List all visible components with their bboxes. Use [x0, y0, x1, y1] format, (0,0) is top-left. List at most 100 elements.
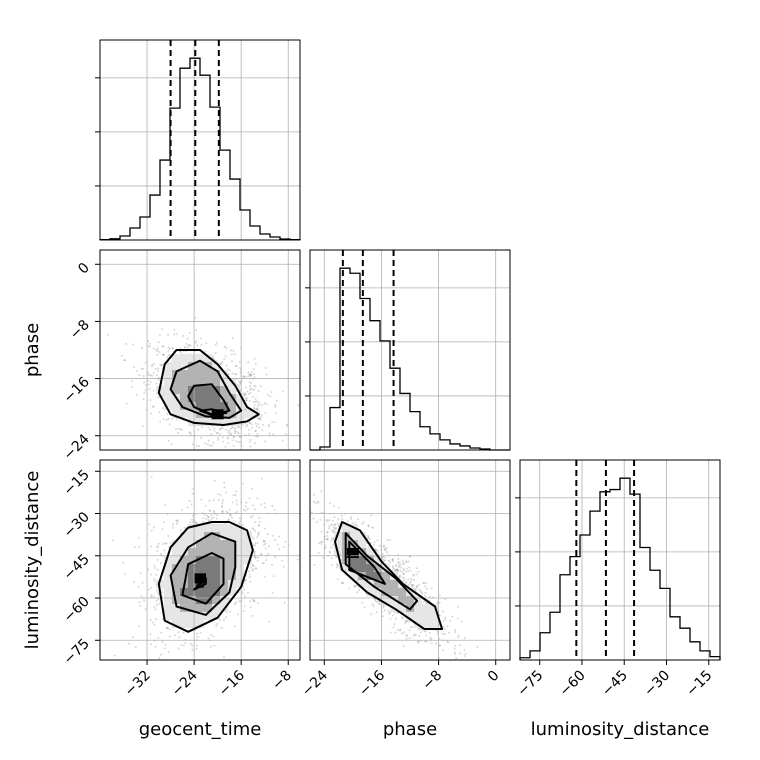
scatter-point — [161, 345, 164, 348]
density-cell — [204, 418, 212, 426]
scatter-point — [328, 519, 331, 522]
density-cell — [228, 564, 236, 572]
scatter-point — [335, 563, 338, 566]
scatter-point — [338, 565, 341, 568]
scatter-point — [412, 578, 415, 581]
density-cell — [164, 370, 172, 378]
scatter-point — [259, 416, 262, 419]
density-cell — [212, 524, 220, 532]
scatter-point — [367, 525, 370, 528]
density-cell — [350, 540, 358, 548]
scatter-point — [258, 403, 261, 406]
x-tick-label: −16 — [356, 667, 388, 699]
scatter-point — [154, 618, 157, 621]
density-cell — [196, 612, 204, 620]
scatter-point — [341, 582, 344, 584]
density-cell — [220, 588, 228, 596]
scatter-point — [263, 402, 266, 405]
density-cell — [244, 540, 252, 548]
density-cell — [196, 596, 204, 604]
scatter-point — [210, 645, 212, 648]
density-cell — [188, 532, 196, 540]
density-cell — [204, 548, 212, 556]
y-tick-label: −45 — [61, 551, 93, 583]
scatter-point — [253, 441, 256, 444]
scatter-point — [332, 526, 335, 529]
scatter-point — [161, 328, 164, 331]
scatter-point — [133, 581, 136, 583]
scatter-point — [217, 438, 219, 441]
density-cell — [398, 596, 406, 604]
scatter-point — [397, 569, 400, 572]
density-cell — [236, 556, 244, 564]
scatter-point — [415, 573, 418, 576]
scatter-point — [396, 611, 399, 614]
scatter-point — [150, 529, 153, 532]
scatter-point — [222, 499, 225, 502]
scatter-point — [213, 644, 216, 647]
labels-layer: geocent_time phase luminosity_distance p… — [22, 260, 716, 740]
scatter-point — [435, 642, 438, 645]
scatter-point — [265, 403, 268, 406]
scatter-point — [258, 520, 261, 523]
scatter-point — [274, 404, 276, 407]
density-cell — [374, 564, 382, 572]
scatter-point — [144, 608, 147, 611]
scatter-point — [245, 399, 248, 402]
scatter-point — [159, 420, 162, 423]
density-cell — [188, 362, 196, 370]
density-cell — [196, 556, 204, 564]
density-cell — [382, 572, 390, 580]
scatter-point — [124, 573, 126, 576]
scatter-point — [412, 634, 415, 637]
scatter-point — [259, 552, 262, 555]
scatter-point — [185, 342, 188, 345]
scatter-point — [140, 367, 143, 370]
scatter-point — [457, 605, 459, 608]
scatter-point — [139, 604, 142, 607]
density-cell — [188, 572, 196, 580]
scatter-point — [195, 647, 198, 650]
scatter-point — [419, 631, 422, 634]
scatter-point — [237, 521, 240, 524]
scatter-point — [220, 627, 223, 629]
scatter-point — [371, 526, 373, 529]
density-cell — [212, 378, 220, 386]
scatter-point — [239, 517, 241, 520]
scatter-point — [152, 362, 155, 365]
scatter-point — [444, 598, 447, 601]
scatter-point — [334, 523, 336, 526]
scatter-point — [389, 631, 392, 634]
scatter-point — [398, 629, 401, 632]
scatter-point — [255, 567, 258, 570]
scatter-point — [417, 570, 420, 573]
density-cell — [212, 564, 220, 572]
scatter-point — [418, 640, 421, 643]
scatter-point — [219, 433, 221, 436]
scatter-point — [231, 425, 234, 428]
scatter-point — [357, 518, 360, 521]
marks-layer — [99, 40, 721, 660]
y-tick-label: −24 — [61, 431, 93, 463]
scatter-point — [258, 516, 261, 519]
scatter-point — [252, 407, 255, 409]
scatter-point — [238, 360, 241, 363]
scatter-point — [406, 620, 409, 623]
scatter-point — [405, 620, 407, 623]
scatter-point — [161, 528, 164, 531]
scatter-point — [230, 353, 233, 356]
y-tick-label: −75 — [61, 636, 93, 668]
panel-frame-phase — [309, 249, 511, 451]
density-cell — [196, 540, 204, 548]
scatter-point — [336, 564, 339, 567]
scatter-point — [156, 350, 159, 352]
scatter-point — [457, 634, 460, 637]
scatter-point — [383, 544, 386, 547]
scatter-point — [256, 407, 259, 410]
scatter-point — [191, 492, 194, 495]
scatter-point — [212, 516, 215, 519]
density-cell — [180, 572, 188, 580]
scatter-point — [326, 538, 329, 541]
scatter-point — [408, 566, 411, 569]
scatter-point — [152, 405, 155, 408]
